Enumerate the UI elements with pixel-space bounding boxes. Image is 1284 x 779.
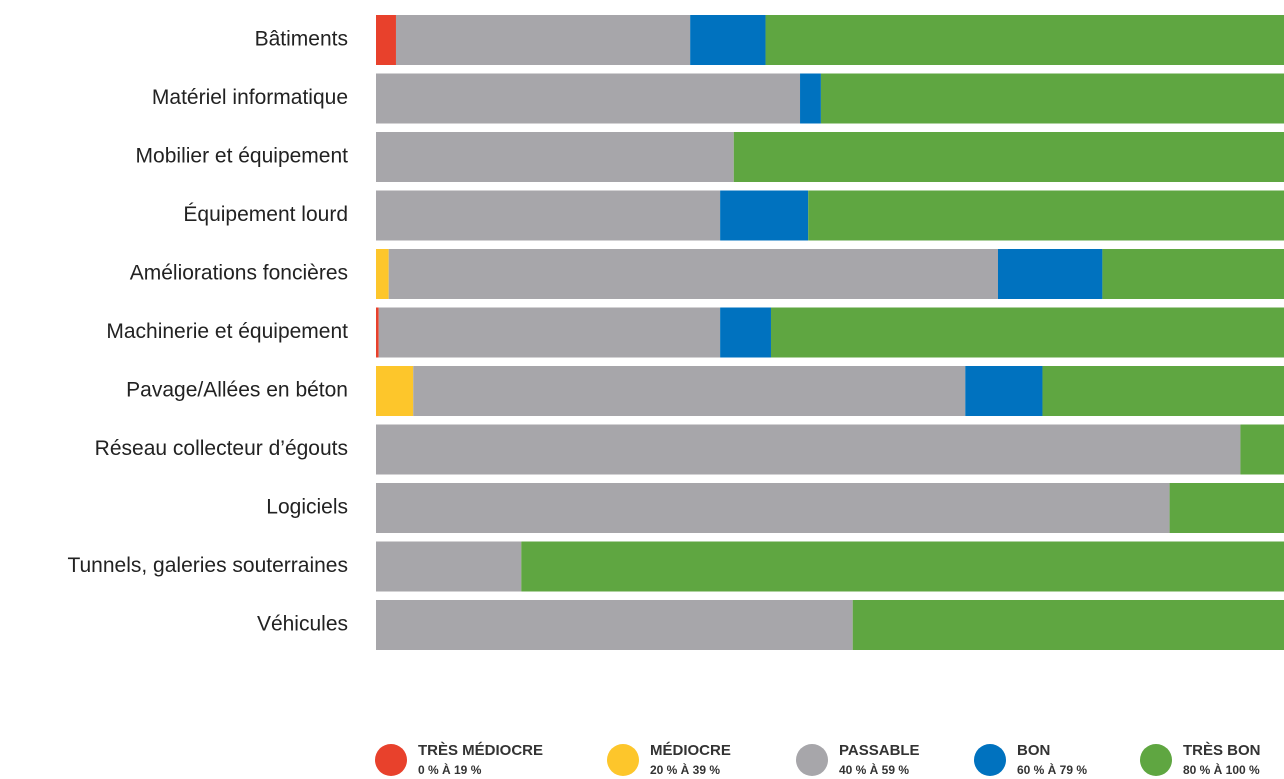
category-label: Logiciels <box>266 496 348 519</box>
bar-segment <box>1169 483 1284 533</box>
bar-segment <box>376 15 396 65</box>
legend-name: TRÈS BON <box>1183 742 1261 759</box>
legend-range: 0 % À 19 % <box>418 762 482 777</box>
category-label: Mobilier et équipement <box>136 145 349 168</box>
bar-segment <box>376 307 379 358</box>
category-label: Pavage/Allées en béton <box>126 379 348 402</box>
bar-segment <box>376 366 414 416</box>
legend-range: 40 % À 59 % <box>839 762 909 777</box>
bar-segment <box>1042 366 1284 416</box>
legend-range: 60 % À 79 % <box>1017 762 1087 777</box>
bar-segment <box>720 307 771 358</box>
bar-segment <box>395 15 691 65</box>
bar-segment <box>388 249 998 299</box>
bar-segment <box>1240 424 1284 475</box>
legend-swatch <box>974 744 1006 776</box>
bar-segment <box>733 132 1284 182</box>
bar-segment <box>997 249 1103 299</box>
category-label: Bâtiments <box>255 28 348 51</box>
bar-segment <box>376 132 734 182</box>
bar-segment <box>808 190 1284 241</box>
bar-segment <box>376 483 1170 533</box>
bar-segment <box>720 190 809 241</box>
legend-swatch <box>607 744 639 776</box>
legend-name: TRÈS MÉDIOCRE <box>418 742 543 759</box>
bar-segment <box>770 307 1284 358</box>
bar-segment <box>965 366 1043 416</box>
bar-segment <box>820 73 1284 124</box>
bar-segment <box>376 424 1241 475</box>
bar-segment <box>376 541 522 592</box>
bar-segment <box>690 15 766 65</box>
category-label: Machinerie et équipement <box>106 320 348 343</box>
bar-segment <box>378 307 721 358</box>
category-label: Matériel informatique <box>152 86 348 109</box>
legend-range: 80 % À 100 % <box>1183 762 1260 777</box>
bar-segment <box>765 15 1284 65</box>
category-label: Tunnels, galeries souterraines <box>67 554 348 577</box>
category-label: Réseau collecteur d’égouts <box>95 437 348 460</box>
bar-segment <box>800 73 821 124</box>
bar-segment <box>852 600 1284 650</box>
bar-segment <box>376 190 721 241</box>
category-label: Équipement lourd <box>183 203 348 226</box>
legend-swatch <box>375 744 407 776</box>
legend-swatch <box>1140 744 1172 776</box>
bar-segment <box>413 366 966 416</box>
legend-name: MÉDIOCRE <box>650 742 731 759</box>
bar-segment <box>1102 249 1284 299</box>
legend-swatch <box>796 744 828 776</box>
category-label: Véhicules <box>257 613 348 636</box>
bar-segment <box>376 249 389 299</box>
legend-name: PASSABLE <box>839 742 920 759</box>
legend-name: BON <box>1017 742 1050 759</box>
bar-segment <box>521 541 1284 592</box>
bar-segment <box>376 600 853 650</box>
bar-segment <box>376 73 801 124</box>
legend-range: 20 % À 39 % <box>650 762 720 777</box>
category-label: Améliorations foncières <box>130 262 348 285</box>
